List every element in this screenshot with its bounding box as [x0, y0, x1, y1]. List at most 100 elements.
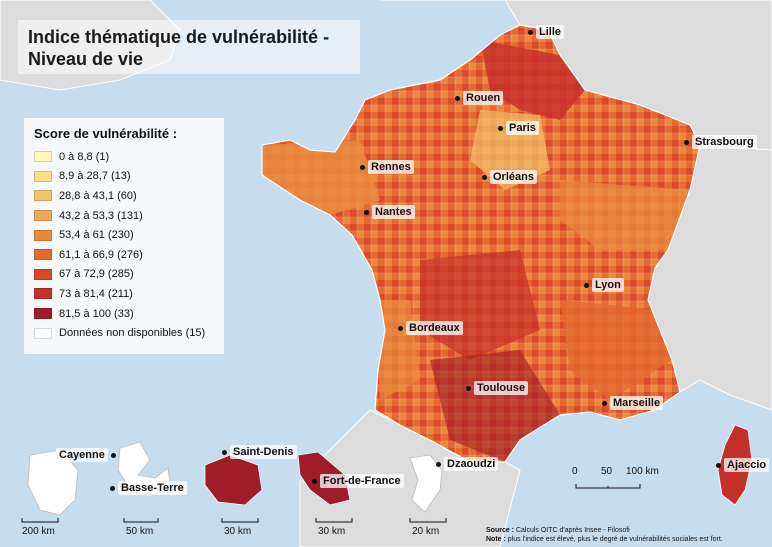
city-nantes: Nantes — [364, 205, 415, 220]
city-dot — [466, 385, 471, 391]
scale-label-martinique: 30 km — [318, 526, 346, 537]
city-label: Toulouse — [474, 381, 529, 396]
city-label: Rouen — [463, 91, 504, 106]
city-rennes: Rennes — [360, 160, 414, 175]
city-cayenne: Cayenne — [56, 448, 119, 463]
scale-label-france-end: 100 km — [626, 466, 659, 477]
legend-swatch — [34, 249, 52, 261]
legend-swatch — [34, 210, 52, 222]
legend-item: 8,9 à 28,7 (13) — [34, 167, 214, 187]
scale-label-france-mid: 50 — [601, 466, 613, 477]
scale-bar-france — [575, 484, 641, 489]
city-dot — [455, 95, 460, 101]
legend-item: Données non disponibles (15) — [34, 323, 214, 343]
legend-item: 81,5 à 100 (33) — [34, 304, 214, 324]
legend-label: 0 à 8,8 (1) — [59, 150, 110, 163]
source-note: Source : Calculs OITC d'après Insee - Fi… — [486, 526, 723, 544]
city-label: Cayenne — [56, 448, 108, 463]
city-label: Orléans — [490, 170, 537, 185]
city-marseille: Marseille — [602, 396, 664, 411]
legend-swatch — [34, 170, 52, 182]
note-label: Note : — [486, 536, 506, 543]
city-label: Lille — [536, 25, 565, 40]
city-dot — [436, 461, 441, 467]
map-title: Indice thématique de vulnérabilité - Niv… — [18, 20, 360, 74]
city-orleans: Orléans — [482, 170, 537, 185]
scale-label-reunion: 30 km — [224, 526, 252, 537]
legend-label: Données non disponibles (15) — [59, 327, 206, 340]
scale-bar-reunion — [221, 518, 259, 523]
legend-label: 28,8 à 43,1 (60) — [59, 189, 137, 202]
legend-item: 61,1 à 66,9 (276) — [34, 245, 214, 265]
scale-label-guyane: 200 km — [22, 526, 55, 537]
city-label: Marseille — [610, 396, 664, 411]
city-fort-de-france: Fort-de-France — [312, 474, 404, 489]
legend-label: 43,2 à 53,3 (131) — [59, 209, 143, 222]
legend-label: 8,9 à 28,7 (13) — [59, 170, 131, 183]
city-dot — [398, 325, 403, 331]
legend-swatch — [34, 151, 52, 163]
city-saint-denis: Saint-Denis — [222, 445, 297, 460]
scale-label-france-zero: 0 — [572, 466, 578, 477]
legend-item: 73 à 81,4 (211) — [34, 284, 214, 304]
city-bordeaux: Bordeaux — [398, 321, 463, 336]
legend-swatch — [34, 190, 52, 202]
city-label: Rennes — [368, 160, 414, 175]
legend-label: 67 à 72,9 (285) — [59, 268, 134, 281]
scale-bar-mayotte — [409, 518, 447, 523]
city-dot — [110, 452, 116, 458]
city-dzaoudzi: Dzaoudzi — [436, 457, 499, 472]
city-paris: Paris — [498, 121, 539, 136]
city-lille: Lille — [528, 25, 565, 40]
city-label: Fort-de-France — [320, 474, 404, 489]
city-label: Strasbourg — [692, 135, 757, 150]
city-label: Dzaoudzi — [444, 457, 499, 472]
scale-label-guadeloupe: 50 km — [126, 526, 154, 537]
note-text: plus l'indice est élevé, plus le degré d… — [507, 536, 723, 543]
legend-label: 81,5 à 100 (33) — [59, 307, 134, 320]
city-dot — [312, 478, 317, 484]
legend-label: 61,1 à 66,9 (276) — [59, 248, 143, 261]
legend-items: 0 à 8,8 (1) 8,9 à 28,7 (13) 28,8 à 43,1 (6… — [34, 147, 214, 343]
legend: Score de vulnérabilité : 0 à 8,8 (1) 8,9 … — [24, 118, 224, 354]
city-label: Ajaccio — [724, 458, 770, 473]
legend-swatch — [34, 308, 52, 320]
city-label: Paris — [506, 121, 539, 136]
source-label: Source : — [486, 527, 515, 534]
title-line-2: Niveau de vie — [28, 49, 144, 69]
legend-title: Score de vulnérabilité : — [34, 126, 178, 141]
city-label: Basse-Terre — [118, 481, 187, 496]
city-ajaccio: Ajaccio — [716, 458, 770, 473]
source-text: Calculs OITC d'après Insee - Filosofi — [515, 527, 630, 534]
city-strasbourg: Strasbourg — [684, 135, 757, 150]
legend-label: 73 à 81,4 (211) — [59, 287, 133, 300]
city-rouen: Rouen — [455, 91, 504, 106]
city-dot — [584, 282, 589, 288]
city-dot — [360, 164, 365, 170]
legend-swatch — [34, 288, 52, 300]
city-label: Nantes — [372, 205, 415, 220]
city-label: Saint-Denis — [230, 445, 297, 460]
city-dot — [684, 139, 689, 145]
city-toulouse: Toulouse — [466, 381, 529, 396]
city-dot — [716, 462, 721, 468]
city-dot — [528, 29, 533, 35]
city-basse-terre: Basse-Terre — [110, 481, 187, 496]
legend-swatch — [34, 268, 52, 280]
france-outline — [261, 24, 701, 463]
legend-item: 28,8 à 43,1 (60) — [34, 186, 214, 206]
city-dot — [482, 174, 487, 180]
reunion-land — [204, 454, 263, 506]
city-dot — [602, 400, 607, 406]
legend-item: 43,2 à 53,3 (131) — [34, 206, 214, 226]
legend-swatch — [34, 229, 52, 241]
city-dot — [222, 449, 227, 455]
city-label: Lyon — [592, 278, 624, 293]
title-line-1: Indice thématique de vulnérabilité - — [28, 27, 330, 47]
source-line: Source : Calculs OITC d'après Insee - Fi… — [486, 526, 723, 535]
scale-bar-guyane — [21, 518, 59, 523]
mayotte-land — [409, 454, 443, 513]
city-lyon: Lyon — [584, 278, 624, 293]
legend-label: 53,4 à 61 (230) — [59, 229, 134, 242]
city-dot — [110, 485, 115, 491]
